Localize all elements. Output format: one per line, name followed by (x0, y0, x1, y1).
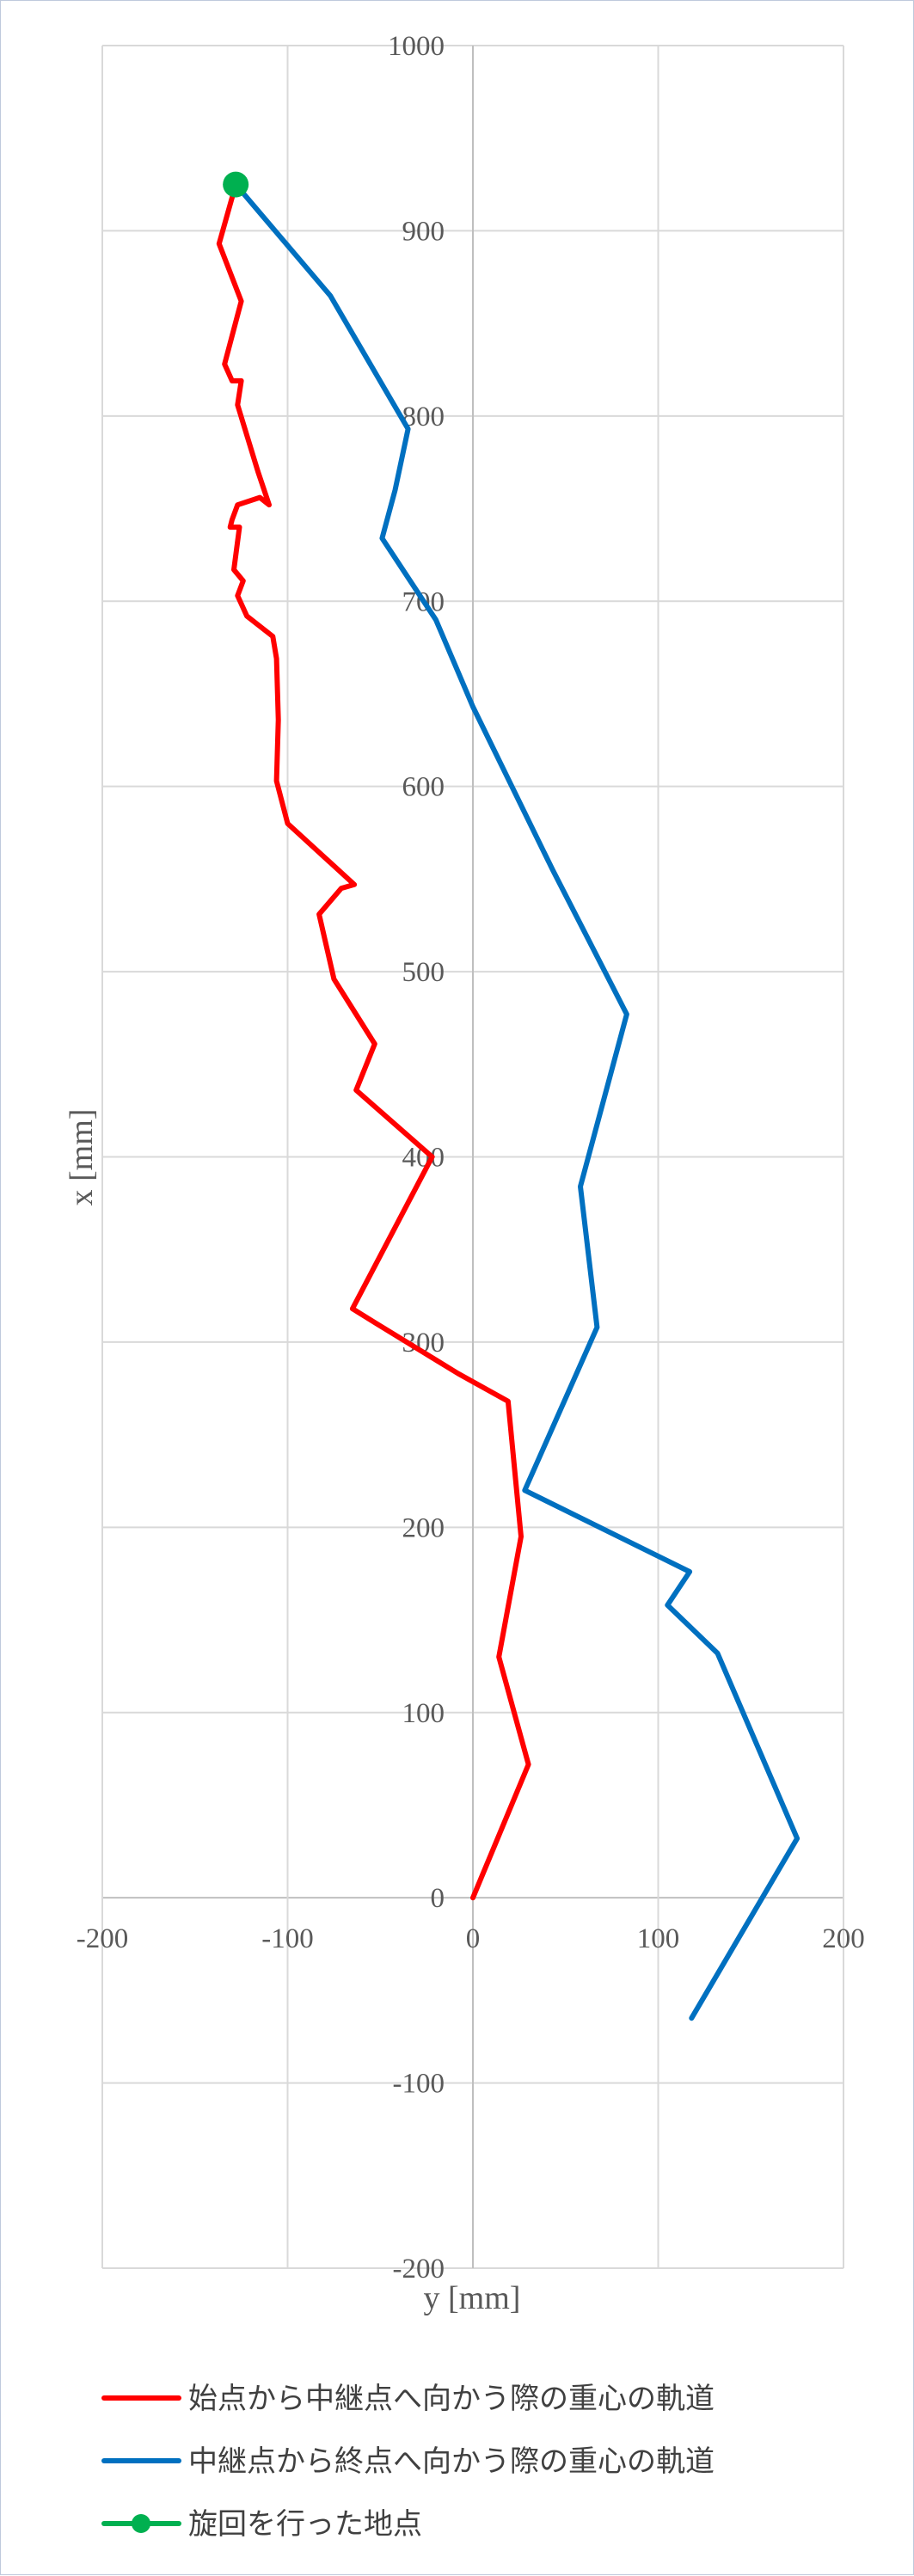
y-tick-label: 500 (402, 957, 445, 988)
legend-entry-2: 中継点から終点へ向かう際の重心の軌道 (101, 2444, 715, 2479)
x-axis-title: y [mm] (424, 2280, 521, 2316)
x-tick-label: 200 (822, 1923, 865, 1954)
y-tick-label: 600 (402, 772, 445, 803)
legend: 始点から中継点へ向かう際の重心の軌道中継点から終点へ向かう際の重心の軌道旋回を行… (101, 2382, 715, 2542)
tick-labels: -200-10001002003004005006007008009001000… (77, 31, 865, 2285)
y-tick-label: 200 (402, 1512, 445, 1543)
x-tick-label: 100 (637, 1923, 680, 1954)
legend-entry-3: 旋回を行った地点 (101, 2507, 422, 2542)
legend-entry-1: 始点から中継点へ向かう際の重心の軌道 (101, 2382, 715, 2416)
series-line-2 (233, 181, 801, 2021)
data-series (216, 171, 801, 2021)
legend-label: 旋回を行った地点 (188, 2507, 422, 2542)
x-tick-label: 0 (466, 1923, 481, 1954)
y-axis-title: x [mm] (64, 1109, 100, 1206)
legend-label: 始点から中継点へ向かう際の重心の軌道 (188, 2382, 715, 2416)
y-tick-label: 100 (402, 1698, 445, 1729)
gridlines (101, 45, 844, 2269)
legend-label: 中継点から終点へ向かう際の重心の軌道 (188, 2444, 715, 2479)
y-tick-label: -200 (393, 2254, 445, 2285)
y-tick-label: -100 (393, 2069, 445, 2100)
legend-marker (132, 2514, 150, 2533)
y-tick-label: 1000 (388, 31, 445, 62)
series-line-1 (216, 181, 531, 1901)
x-tick-label: -100 (261, 1923, 314, 1954)
y-tick-label: 900 (402, 216, 445, 247)
turn-point-marker (223, 171, 249, 198)
y-tick-label: 0 (431, 1883, 445, 1914)
x-tick-label: -200 (77, 1923, 129, 1954)
